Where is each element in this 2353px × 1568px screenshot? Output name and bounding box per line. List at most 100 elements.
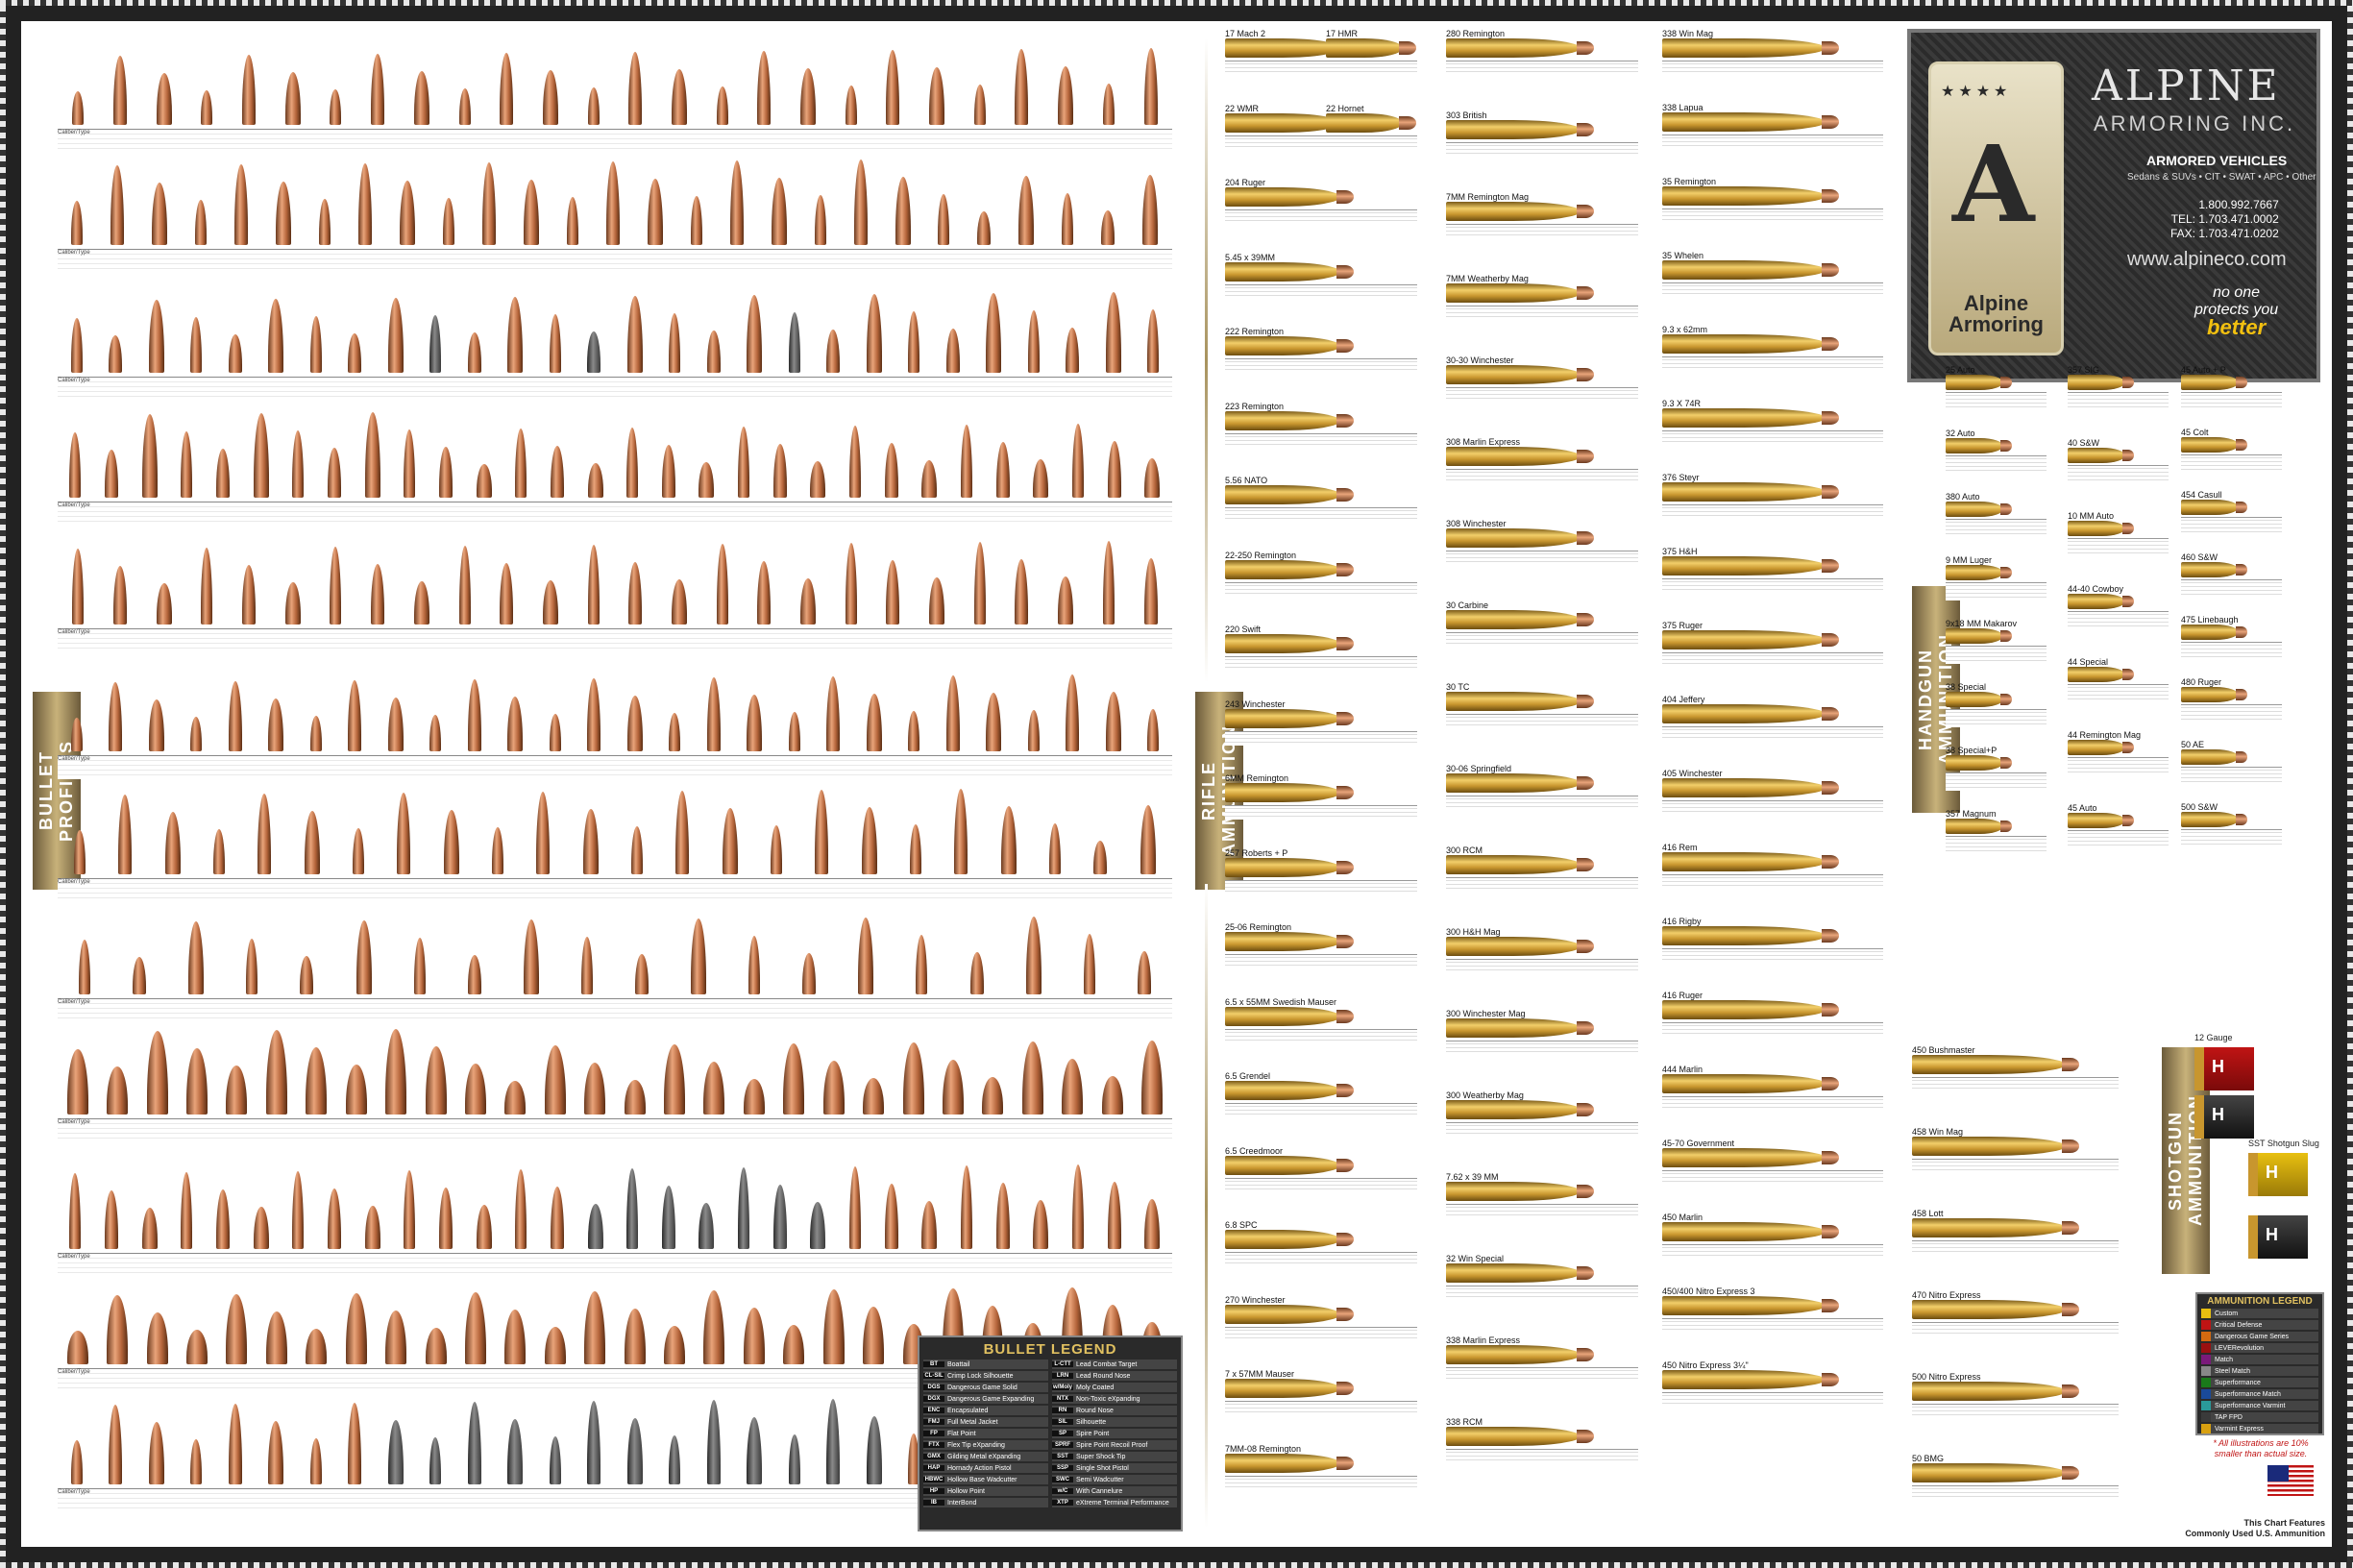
bullet-profile	[190, 317, 203, 373]
rifle-cartridge: 280 Remington	[1446, 29, 1638, 75]
bullet-legend-item: HP Hollow Point	[923, 1486, 1048, 1496]
ammo-spec-table	[1662, 948, 1883, 963]
ammo-name: 35 Remington	[1662, 177, 1717, 186]
bullet-profile	[215, 449, 230, 498]
bullet-profile	[1072, 1164, 1085, 1249]
bullet-spec-table: Caliber/Type	[58, 129, 1172, 153]
bullet-profile	[464, 1064, 486, 1115]
bullet-profile	[921, 460, 938, 498]
bullet-profile	[1142, 175, 1159, 245]
bullet-profile	[253, 413, 269, 498]
ammo-spec-table	[1946, 582, 2047, 600]
cartridge-image	[2181, 375, 2247, 390]
bullet-profile	[783, 1325, 805, 1364]
ammo-name: 300 Winchester Mag	[1446, 1009, 1526, 1018]
ammo-spec-table	[1446, 61, 1638, 75]
bullet-profile	[1018, 176, 1035, 245]
bullet-spec-table: Caliber/Type	[58, 878, 1172, 902]
bullet-legend-item: w/Moly Moly Coated	[1052, 1383, 1177, 1392]
website-link[interactable]: www.alpineco.com	[2127, 249, 2287, 270]
handgun-cartridge: 38 Special+P	[1946, 746, 2047, 791]
bullet-profile	[201, 548, 213, 625]
table-label-caliber: Caliber/Type	[58, 1369, 90, 1375]
bullet-profile	[669, 1435, 681, 1484]
ammo-name: 50 AE	[2181, 740, 2205, 749]
bullet-profile	[973, 542, 986, 625]
bullet-profile	[234, 164, 249, 245]
bullet-profile	[549, 714, 561, 751]
cartridge-image	[1662, 112, 1839, 132]
cartridge-image	[1225, 1081, 1354, 1100]
ammo-name: 7MM Remington Mag	[1446, 192, 1530, 202]
ammo-spec-table	[1946, 646, 2047, 664]
ammo-legend-item: Match	[2201, 1355, 2318, 1364]
ammo-spec-table	[1946, 519, 2047, 537]
cartridge-image	[1225, 857, 1354, 877]
bullet-profile	[587, 463, 603, 498]
bullet-profile	[242, 565, 257, 625]
bullet-profile	[826, 1399, 841, 1484]
bullet-profile	[353, 828, 365, 874]
ammo-name: 50 BMG	[1912, 1454, 1945, 1463]
bullet-profile	[706, 677, 721, 751]
bullet-profile	[104, 450, 118, 498]
rifle-cartridge: 22 Hornet	[1326, 104, 1417, 150]
bullet-profile	[691, 919, 707, 994]
handgun-cartridge: 45 Auto	[2068, 803, 2169, 848]
bullet-legend-item: DGS Dangerous Game Solid	[923, 1383, 1048, 1392]
ammo-spec-table	[1225, 283, 1417, 299]
bullet-profile	[671, 579, 687, 625]
ammo-spec-table	[1912, 1077, 2119, 1091]
bullet-legend-item: NTX Non-Toxic eXpanding	[1052, 1394, 1177, 1404]
ammo-name: 22-250 Remington	[1225, 550, 1297, 560]
cartridge-image	[1662, 630, 1839, 649]
bullet-profile	[772, 444, 787, 498]
bullet-profile	[802, 953, 817, 994]
handgun-cartridge: 40 S&W	[2068, 438, 2169, 483]
bullet-profile	[358, 163, 373, 245]
bullet-profile	[1027, 710, 1040, 751]
ammo-name: 38 Special	[1946, 682, 1987, 692]
ammo-spec-table	[1225, 805, 1417, 820]
ammo-name: 30 TC	[1446, 682, 1470, 692]
ammo-spec-table	[1446, 1286, 1638, 1300]
rifle-cartridge: 300 RCM	[1446, 845, 1638, 892]
cartridge-image	[1912, 1218, 2079, 1237]
ammo-name: 45 Auto	[2068, 803, 2097, 813]
ammo-spec-table	[1225, 954, 1417, 968]
bullet-profile	[544, 1327, 566, 1364]
rifle-cartridge: 416 Ruger	[1662, 991, 1883, 1037]
ammo-spec-table	[1662, 726, 1883, 741]
cartridge-image	[2068, 813, 2134, 828]
ammo-spec-table	[2181, 454, 2282, 473]
bullet-legend-item: GMX Gilding Metal eXpanding	[923, 1452, 1048, 1461]
bullet-profile	[476, 1205, 492, 1249]
cartridge-image	[2181, 625, 2247, 640]
ammo-name: 338 Win Mag	[1662, 29, 1714, 38]
bullet-profile	[1021, 1041, 1043, 1115]
bullet-profile	[757, 561, 772, 625]
rifle-cartridge: 17 HMR	[1326, 29, 1417, 75]
bullet-profile	[1144, 1199, 1161, 1249]
ammo-name: 458 Lott	[1912, 1209, 1944, 1218]
rifle-cartridge: 300 Winchester Mag	[1446, 1009, 1638, 1055]
ammo-name: 500 S&W	[2181, 802, 2218, 812]
bullet-profiles: Caliber/Type Caliber/Type Caliber/Type Cali…	[58, 29, 1172, 1532]
bullet-profile	[268, 698, 284, 751]
bullet-profile	[995, 442, 1010, 498]
cartridge-image	[2181, 687, 2247, 702]
ammo-name: 338 Marlin Express	[1446, 1335, 1521, 1345]
bullet-legend-item: w/C With Cannelure	[1052, 1486, 1177, 1496]
ammo-name: 45-70 Government	[1662, 1139, 1735, 1148]
rifle-cartridge: 50 BMG	[1912, 1454, 2119, 1500]
bullet-profile	[309, 716, 322, 751]
bullet-profile	[675, 791, 690, 874]
bullet-profile	[228, 1404, 242, 1484]
bullet-profile	[961, 425, 973, 498]
bullet-profile	[292, 1171, 305, 1249]
bullet-profile	[109, 1405, 123, 1484]
bullet-profile	[902, 1042, 924, 1115]
bullet-profile	[628, 562, 643, 625]
rifle-cartridge: 5.56 NATO	[1225, 476, 1417, 522]
rifle-ammunition: 17 Mach 2 22 WMR 204 Ruger 5.45 x 39MM 222 R…	[1225, 29, 2119, 1537]
